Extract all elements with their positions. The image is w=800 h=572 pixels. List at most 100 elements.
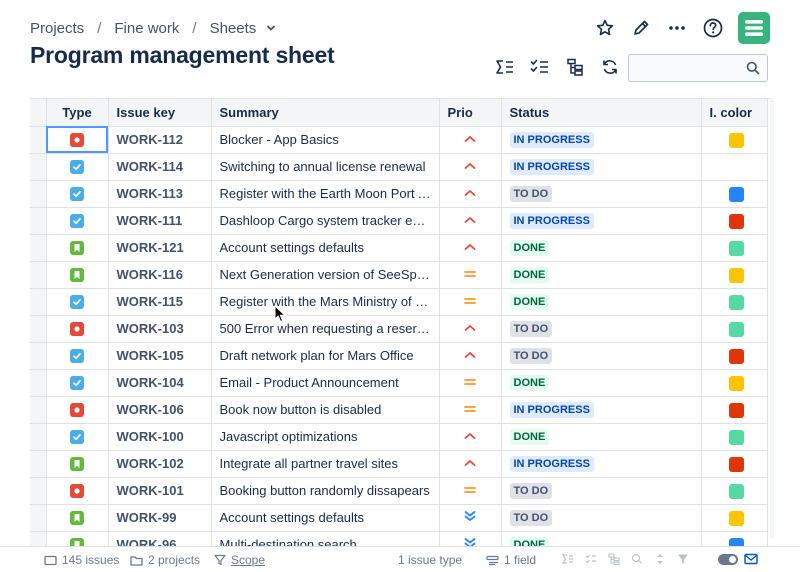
cell-status[interactable]: DONE	[501, 288, 702, 316]
search-input[interactable]	[629, 55, 739, 81]
cell-summary[interactable]: Draft network plan for Mars Office	[211, 342, 440, 370]
cell-prio[interactable]	[439, 504, 502, 532]
cell-type[interactable]	[46, 423, 109, 451]
cell-status[interactable]: TO DO	[501, 180, 702, 208]
table-row[interactable]: WORK-102 Integrate all partner travel sit…	[30, 450, 768, 478]
cell-issue-key[interactable]: WORK-100	[108, 423, 212, 451]
field-count[interactable]: 1 field	[486, 553, 536, 567]
cell-prio[interactable]	[439, 369, 502, 397]
cell-summary[interactable]: Multi-destination search	[211, 531, 440, 546]
breadcrumb-sheets[interactable]: Sheets	[210, 20, 277, 37]
cell-prio[interactable]	[439, 288, 502, 316]
cell-prio[interactable]	[439, 261, 502, 289]
table-row[interactable]: WORK-114 Switching to annual license rene…	[30, 153, 768, 181]
table-row[interactable]: WORK-104 Email - Product Announcement DONE	[30, 369, 768, 397]
table-row[interactable]: WORK-112 Blocker - App Basics IN PROGRESS	[30, 126, 768, 154]
cell-type[interactable]	[46, 234, 109, 262]
table-row[interactable]: WORK-111 Dashloop Cargo system tracker en…	[30, 207, 768, 235]
cell-summary[interactable]: Book now button is disabled	[211, 396, 440, 424]
cell-color[interactable]	[701, 180, 768, 208]
column-header-color[interactable]: I. color	[701, 99, 768, 127]
sum-icon[interactable]	[562, 553, 574, 565]
row-gutter[interactable]	[30, 234, 47, 262]
cell-summary[interactable]: Account settings defaults	[211, 504, 440, 532]
table-row[interactable]: WORK-116 Next Generation version of SeeSp…	[30, 261, 768, 289]
column-header-type[interactable]: Type	[46, 99, 109, 127]
app-logo-icon[interactable]	[738, 12, 770, 44]
column-header-status[interactable]: Status	[501, 99, 702, 127]
edit-icon[interactable]	[630, 17, 652, 39]
cell-type[interactable]	[46, 180, 109, 208]
cell-status[interactable]: IN PROGRESS	[501, 126, 702, 154]
cell-status[interactable]: TO DO	[501, 504, 702, 532]
projects-count[interactable]: 2 projects	[130, 553, 200, 567]
checklist-icon[interactable]	[585, 553, 597, 565]
cell-summary[interactable]: Javascript optimizations	[211, 423, 440, 451]
row-gutter[interactable]	[30, 288, 47, 316]
cell-issue-key[interactable]: WORK-103	[108, 315, 212, 343]
cell-status[interactable]: DONE	[501, 531, 702, 546]
cell-type[interactable]	[46, 315, 109, 343]
cell-status[interactable]: TO DO	[501, 342, 702, 370]
vertical-scrollbar[interactable]	[770, 98, 774, 538]
row-gutter[interactable]	[30, 315, 47, 343]
hierarchy-icon[interactable]	[608, 553, 620, 565]
cell-summary[interactable]: Email - Product Announcement	[211, 369, 440, 397]
cell-issue-key[interactable]: WORK-101	[108, 477, 212, 505]
table-row[interactable]: WORK-106 Book now button is disabled IN PR…	[30, 396, 768, 424]
cell-status[interactable]: IN PROGRESS	[501, 396, 702, 424]
issues-count[interactable]: 145 issues	[44, 553, 119, 567]
cell-color[interactable]	[701, 153, 768, 181]
cell-summary[interactable]: Dashloop Cargo system tracker enhancemen…	[211, 207, 440, 235]
table-row[interactable]: WORK-105 Draft network plan for Mars Offi…	[30, 342, 768, 370]
search-icon[interactable]	[746, 61, 760, 80]
column-header-issue-key[interactable]: Issue key	[108, 99, 212, 127]
cell-summary[interactable]: Blocker - App Basics	[211, 126, 440, 154]
cell-issue-key[interactable]: WORK-96	[108, 531, 212, 546]
row-gutter[interactable]	[30, 396, 47, 424]
refresh-icon[interactable]	[599, 56, 621, 78]
cell-color[interactable]	[701, 369, 768, 397]
cell-summary[interactable]: Booking button randomly dissapears	[211, 477, 440, 505]
table-row[interactable]: WORK-100 Javascript optimizations DONE	[30, 423, 768, 451]
mail-icon[interactable]	[744, 553, 758, 565]
row-gutter[interactable]	[30, 153, 47, 181]
breadcrumb-project[interactable]: Fine work	[114, 20, 180, 37]
cell-summary[interactable]: 500 Error when requesting a reservation	[211, 315, 440, 343]
cell-prio[interactable]	[439, 450, 502, 478]
cell-status[interactable]: DONE	[501, 261, 702, 289]
cell-prio[interactable]	[439, 396, 502, 424]
cell-type[interactable]	[46, 261, 109, 289]
cell-color[interactable]	[701, 342, 768, 370]
cell-issue-key[interactable]: WORK-112	[108, 126, 212, 154]
cell-issue-key[interactable]: WORK-114	[108, 153, 212, 181]
view-toggle[interactable]	[718, 553, 738, 565]
column-header-prio[interactable]: Prio	[439, 99, 502, 127]
cell-prio[interactable]	[439, 531, 502, 546]
row-gutter[interactable]	[30, 342, 47, 370]
cell-type[interactable]	[46, 207, 109, 235]
cell-issue-key[interactable]: WORK-115	[108, 288, 212, 316]
cell-prio[interactable]	[439, 153, 502, 181]
cell-prio[interactable]	[439, 477, 502, 505]
cell-issue-key[interactable]: WORK-105	[108, 342, 212, 370]
cell-type[interactable]	[46, 477, 109, 505]
cell-color[interactable]	[701, 261, 768, 289]
cell-prio[interactable]	[439, 126, 502, 154]
row-gutter[interactable]	[30, 477, 47, 505]
hierarchy-icon[interactable]	[564, 56, 586, 78]
row-gutter[interactable]	[30, 369, 47, 397]
row-gutter[interactable]	[30, 423, 47, 451]
scope-link[interactable]: Scope	[214, 553, 265, 567]
cell-type[interactable]	[46, 450, 109, 478]
cell-issue-key[interactable]: WORK-111	[108, 207, 212, 235]
cell-status[interactable]: IN PROGRESS	[501, 153, 702, 181]
issue-type-count[interactable]: 1 issue type	[398, 553, 462, 567]
table-row[interactable]: WORK-99 Account settings defaults TO DO	[30, 504, 768, 532]
cell-status[interactable]: IN PROGRESS	[501, 450, 702, 478]
cell-color[interactable]	[701, 396, 768, 424]
cell-status[interactable]: DONE	[501, 369, 702, 397]
cell-issue-key[interactable]: WORK-104	[108, 369, 212, 397]
cell-color[interactable]	[701, 423, 768, 451]
row-gutter[interactable]	[30, 504, 47, 532]
